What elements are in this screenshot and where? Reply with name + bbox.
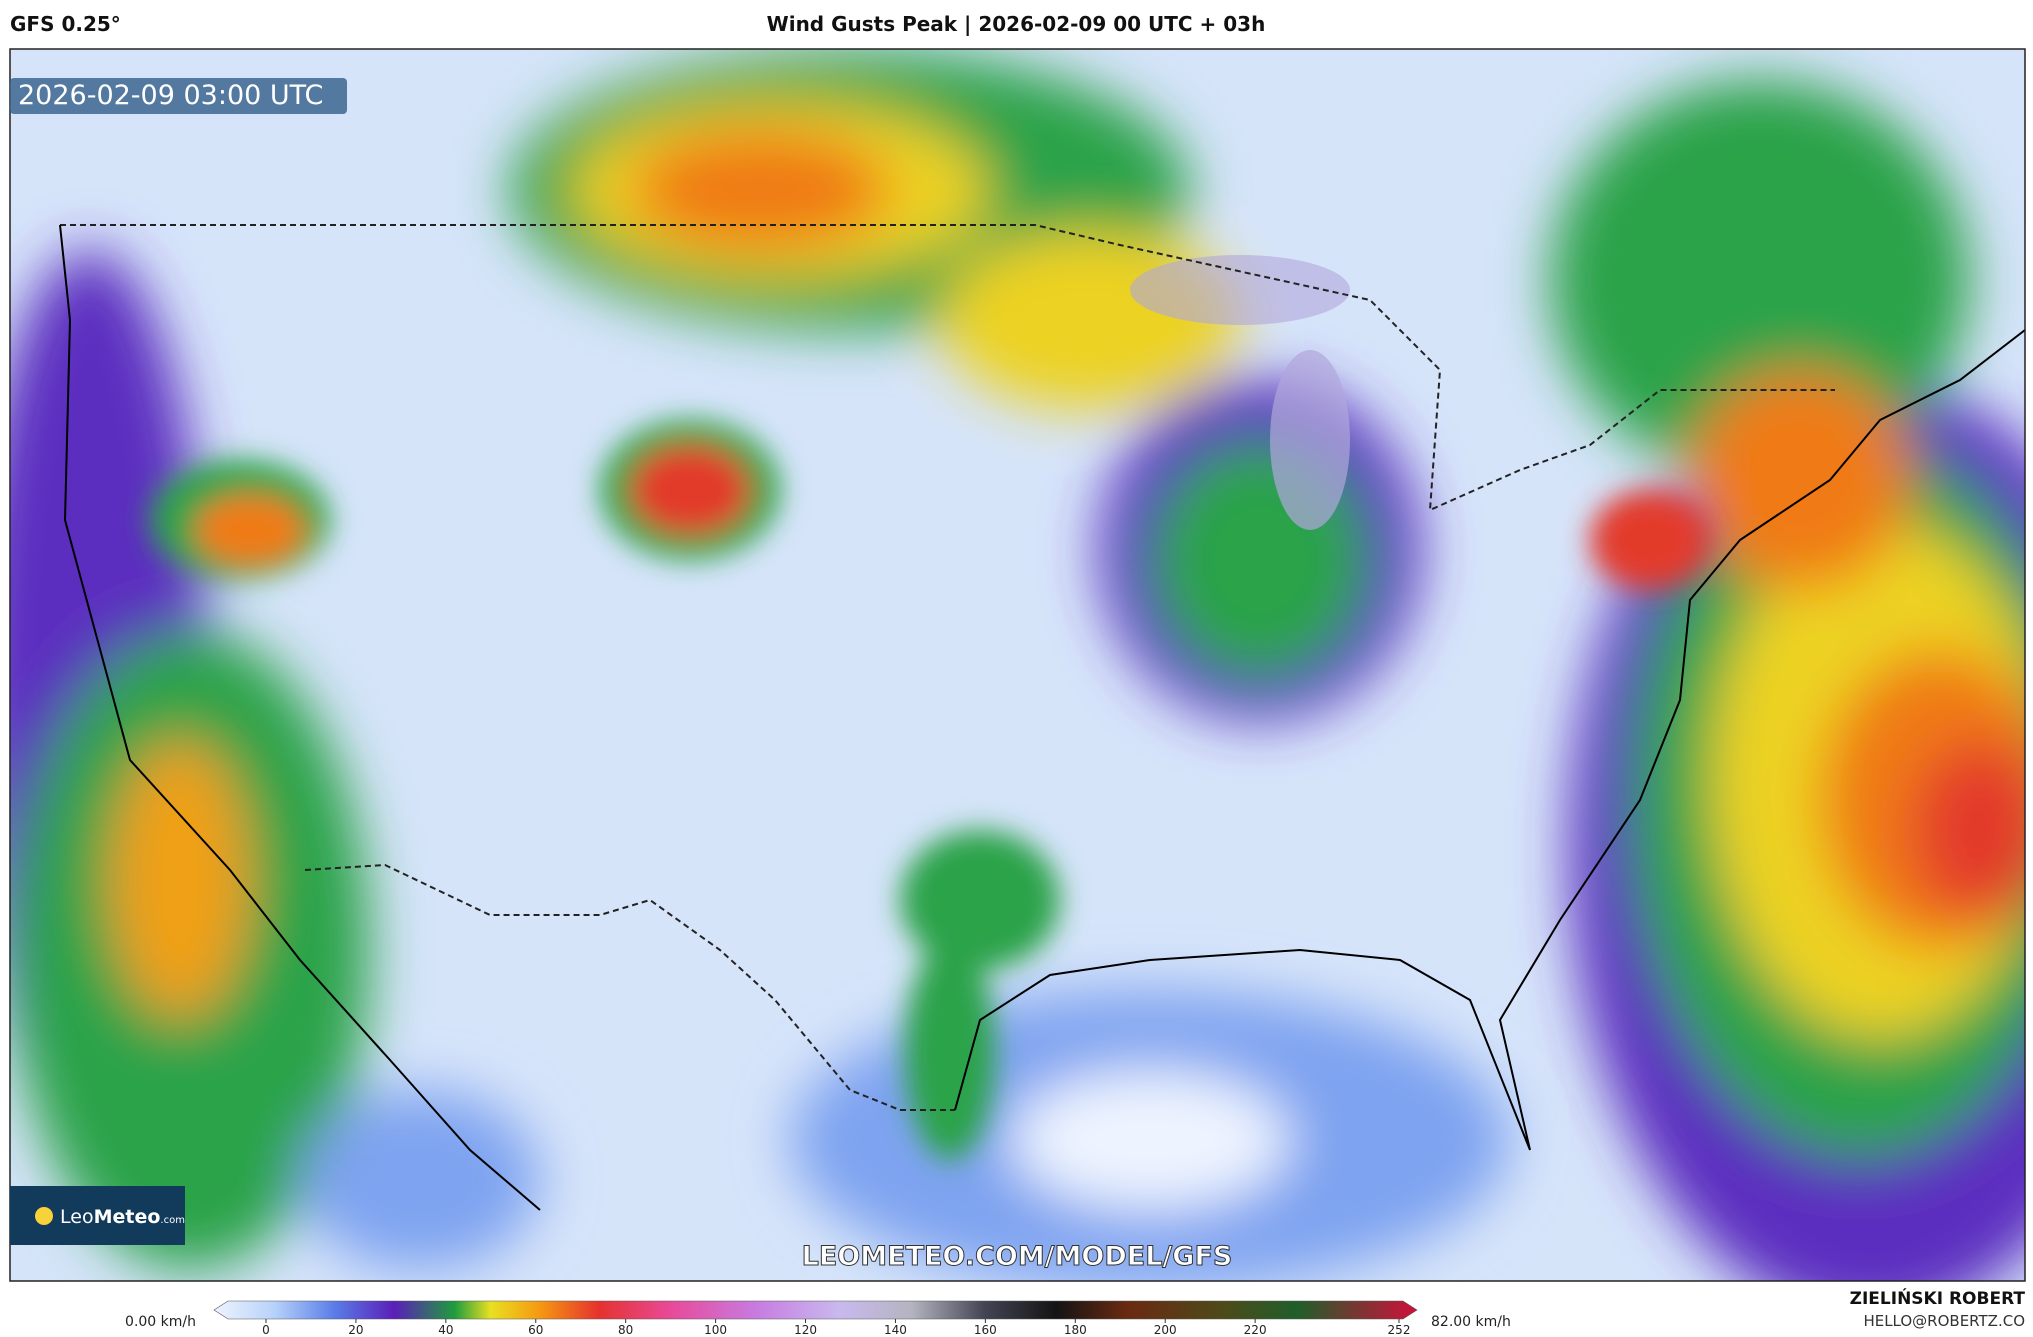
colorbar-tick-label: 180 xyxy=(1064,1323,1087,1337)
colorbar-max-label: 82.00 km/h xyxy=(1431,1314,1511,1330)
logo: LeoMeteo.com xyxy=(60,1206,185,1228)
author: ZIELIŃSKI ROBERT xyxy=(1850,1287,2026,1309)
logo-meteo: Meteo xyxy=(94,1206,161,1228)
colorbar-tick-label: 20 xyxy=(348,1323,363,1337)
logo-leo: Leo xyxy=(60,1206,94,1228)
map-frame xyxy=(9,48,2026,1282)
logo-sun xyxy=(35,1207,53,1225)
colorbar-tick-label: 60 xyxy=(528,1323,543,1337)
logo-suffix: .com xyxy=(160,1215,185,1226)
colorbar xyxy=(213,1300,1418,1320)
watermark: LEOMETEO.COM/MODEL/GFS xyxy=(802,1241,1233,1272)
wind-field xyxy=(10,49,2025,1281)
colorbar-min-label: 0.00 km/h xyxy=(125,1314,196,1330)
map-title: Wind Gusts Peak | 2026-02-09 00 UTC + 03… xyxy=(767,12,1266,36)
colorbar-tick-label: 120 xyxy=(794,1323,817,1337)
colorbar-tick-label: 40 xyxy=(438,1323,453,1337)
email: HELLO@ROBERTZ.CO xyxy=(1863,1312,2025,1330)
colorbar-tick-label: 252 xyxy=(1388,1323,1411,1337)
colorbar-tick-label: 200 xyxy=(1154,1323,1177,1337)
colorbar-tick-label: 220 xyxy=(1244,1323,1267,1337)
colorbar-tick-label: 100 xyxy=(704,1323,727,1337)
colorbar-tick-label: 80 xyxy=(618,1323,633,1337)
model-label: GFS 0.25° xyxy=(10,12,121,36)
colorbar-tick-label: 140 xyxy=(884,1323,907,1337)
colorbar-tick-label: 0 xyxy=(262,1323,270,1337)
colorbar-ticks: 0 20 40 60 80 100 120 140 160 180 200 220 252 xyxy=(262,1319,1410,1337)
timestamp: 2026-02-09 03:00 UTC xyxy=(18,80,323,111)
timestamp-box xyxy=(10,78,347,114)
colorbar-tick-label: 160 xyxy=(974,1323,997,1337)
